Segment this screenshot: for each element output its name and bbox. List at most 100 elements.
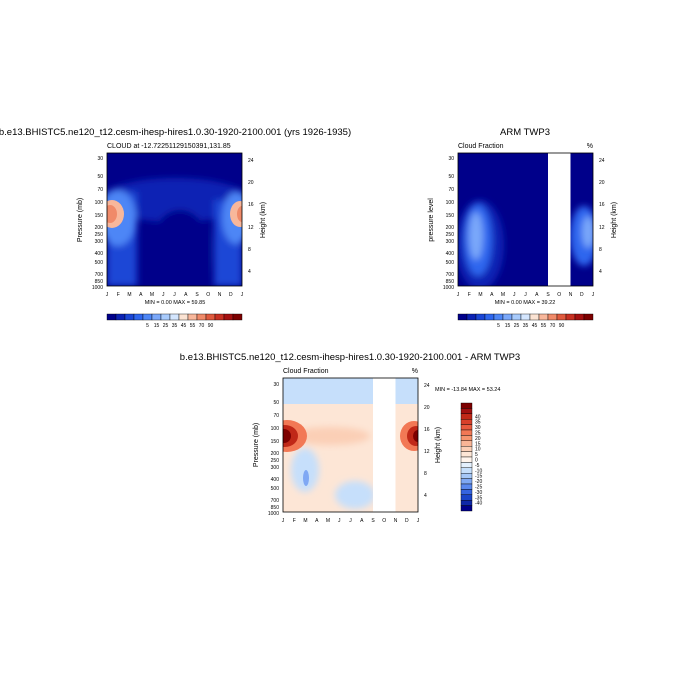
xtick-label: O [206,292,210,298]
colorbar-label: -30 [475,490,482,496]
colorbar-swatch [511,313,522,321]
ytick-label: 150 [95,213,104,219]
xtick-label: A [139,292,143,298]
ytick-label: 70 [97,187,103,193]
colorbar-swatch [493,313,504,321]
xtick-label: F [117,292,120,298]
xtick-label: S [195,292,199,298]
y2tick-label: 12 [424,449,430,455]
y2tick-label: 16 [248,202,254,208]
panel-obs-frame [457,152,594,287]
ytick-label: 850 [446,279,455,285]
ytick-label: 700 [95,272,104,278]
panel-obs-xticks: J F M A M J J A S O N D J [457,292,595,298]
panel-obs-y2label: Height (km) [611,202,618,238]
colorbar-label: 35 [475,420,481,426]
panel-obs-minmax: MIN = 0.00 MAX = 39.22 [495,300,556,306]
field-missing-data [373,378,396,512]
field-pos-band [290,427,370,445]
y2tick-label: 12 [599,225,605,231]
field-plume-inner [469,212,483,260]
colorbar-swatch [196,313,207,321]
colorbar-swatch [460,419,473,425]
colorbar-swatch [460,456,473,463]
colorbar-label: 70 [199,323,205,329]
ytick-label: 850 [271,505,280,511]
panel-difference-xticks: J F M A M J J A S O N D J [282,518,420,524]
ytick-label: 1000 [92,285,103,291]
colorbar-swatch [460,483,473,490]
ytick-label: 850 [95,279,104,285]
ytick-label: 700 [271,498,280,504]
colorbar-label: 35 [523,323,529,329]
panel-difference: b.e13.BHISTC5.ne120_t12.cesm-ihesp-hires… [180,352,520,524]
colorbar-label: 20 [475,436,481,442]
ytick-label: 1000 [268,511,279,517]
xtick-label: A [315,518,319,524]
colorbar-swatch [484,313,495,321]
colorbar-label: 25 [475,431,481,437]
ytick-label: 250 [95,232,104,238]
xtick-label: J [417,518,420,524]
colorbar-label: 30 [475,425,481,431]
colorbar-label: 5 [475,452,478,458]
panel-obs-field [458,153,593,286]
ytick-label: 70 [273,413,279,419]
ytick-label: 400 [95,251,104,257]
xtick-label: F [468,292,471,298]
ytick-label: 400 [271,477,280,483]
colorbar-swatch [556,313,567,321]
xtick-label: N [218,292,222,298]
colorbar-label: 45 [532,323,538,329]
panel-difference-right-string: % [412,368,418,375]
panel-difference-minmax: MIN = -13.84 MAX = 53.24 [435,387,500,393]
panel-model-title: b.e13.BHISTC5.ne120_t12.cesm-ihesp-hires… [0,127,351,138]
panel-model-y2ticks: 24 20 16 12 8 4 [248,158,254,275]
colorbar-swatch [460,489,473,495]
xtick-label: J [106,292,109,298]
colorbar-label: -10 [475,468,482,474]
ytick-label: 70 [448,187,454,193]
colorbar-swatch [460,478,473,485]
ytick-label: 100 [271,426,280,432]
colorbar-swatch [160,313,171,321]
field-neg-min [303,470,309,486]
panel-model-colorbar: 5 15 25 35 45 55 70 90 [106,313,243,329]
y2tick-label: 4 [248,269,251,275]
colorbar-swatch [460,424,473,431]
xtick-label: J [457,292,460,298]
panel-difference-title: b.e13.BHISTC5.ne120_t12.cesm-ihesp-hires… [180,352,520,363]
xtick-label: D [580,292,584,298]
y2tick-label: 8 [248,247,251,253]
xtick-label: J [349,518,352,524]
y2tick-label: 20 [424,405,430,411]
ytick-label: 200 [95,225,104,231]
panel-difference-y2label: Height (km) [435,427,442,463]
ytick-label: 250 [446,232,455,238]
colorbar-label: -20 [475,479,482,485]
xtick-label: D [405,518,409,524]
field-plume-right-inner [582,216,593,248]
y2tick-label: 4 [599,269,602,275]
colorbar-swatch [142,313,153,321]
panel-difference-frame [282,377,419,513]
ytick-label: 100 [446,200,455,206]
panel-model-xticks: J F M A M J J A S O N D J [106,292,244,298]
ytick-label: 100 [95,200,104,206]
y2tick-label: 12 [248,225,254,231]
colorbar-swatch [460,408,473,414]
colorbar-label: 15 [505,323,511,329]
colorbar-swatch [232,313,243,321]
colorbar-label: -40 [475,501,482,507]
panel-model: b.e13.BHISTC5.ne120_t12.cesm-ihesp-hires… [0,127,351,329]
y2tick-label: 16 [424,427,430,433]
colorbar-swatch [538,313,549,321]
ytick-label: 700 [446,272,455,278]
ytick-label: 150 [446,213,455,219]
colorbar-label: -5 [475,463,480,469]
y2tick-label: 24 [248,158,254,164]
ytick-label: 50 [273,400,279,406]
colorbar-swatch [115,313,126,321]
panel-model-ylabel: Pressure (mb) [77,198,84,242]
